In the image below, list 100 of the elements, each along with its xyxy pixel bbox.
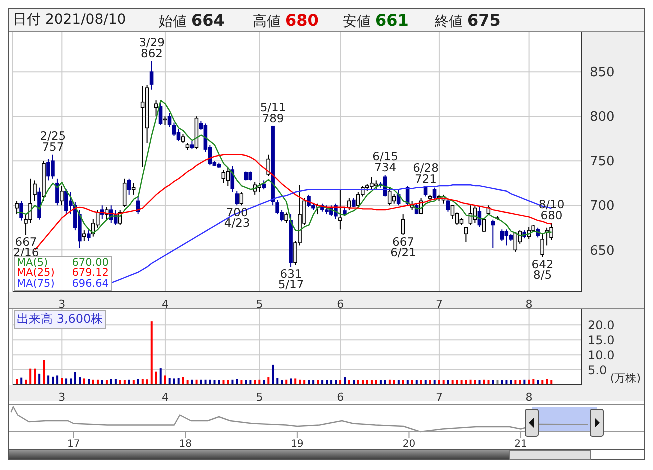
text: 日付 2021/08/10: [13, 12, 126, 28]
x-tick-label: 17: [67, 439, 80, 450]
text: MA(75): [17, 278, 55, 290]
candlestick: [388, 187, 392, 206]
bar: [272, 364, 274, 385]
annotation: 8/10 680: [538, 197, 565, 222]
chart-title: 出来高 3,600株: [14, 310, 106, 329]
text: 終値 675: [435, 11, 501, 30]
candlestick: [500, 229, 504, 242]
x-tick-label: 6: [337, 390, 344, 404]
bar: [268, 378, 270, 385]
candlestick: [392, 194, 396, 204]
x-tick-label: 7: [436, 298, 443, 311]
x-tick-label: 20: [402, 439, 416, 450]
x-tick-label: 19: [291, 439, 304, 450]
bar: [182, 377, 184, 385]
annotation: 667 6/21: [390, 235, 416, 260]
candlestick: [82, 230, 86, 242]
annotation: 6/28 721: [413, 160, 439, 186]
x-tick-label: 4: [162, 390, 169, 404]
y-tick-label: 800: [590, 110, 615, 126]
x-tick-label: 18: [179, 439, 192, 450]
bar: [178, 378, 180, 385]
annotation: 631 5/17: [278, 267, 304, 292]
candlestick: [266, 154, 270, 177]
candlestick: [482, 218, 486, 233]
candlestick: [122, 178, 127, 208]
bar: [79, 378, 82, 385]
text: 高値 680: [253, 11, 319, 30]
x-tick-label: 4: [162, 298, 169, 311]
y-tick-label: 10.0: [588, 348, 615, 362]
y-tick-label: 850: [590, 66, 615, 81]
bar: [168, 378, 171, 385]
bar: [84, 378, 86, 385]
candlestick: [446, 200, 450, 212]
bar: [38, 374, 41, 385]
bar: [294, 378, 297, 385]
x-tick-label: 7: [436, 390, 443, 404]
bar: [48, 376, 50, 385]
bar: [276, 378, 279, 385]
annotation: 696.64: [72, 278, 109, 290]
annotation: 6/15 734: [372, 149, 398, 174]
text: MA(25): [17, 267, 55, 279]
candlestick: [60, 186, 64, 206]
bar: [150, 322, 153, 385]
bar: [88, 379, 90, 385]
y-tick-label: 650: [590, 244, 615, 259]
annotation: 5/11 789: [260, 100, 286, 126]
bar: [74, 372, 77, 385]
x-tick-label: 3: [58, 298, 66, 311]
candlestick: [226, 168, 230, 187]
candlestick: [235, 190, 240, 206]
candlestick: [154, 100, 158, 118]
x-tick-label: 21: [514, 439, 528, 450]
candlestick: [176, 128, 181, 142]
bar: [56, 376, 59, 385]
bar: [20, 378, 23, 385]
y-tick-label: 750: [590, 154, 615, 170]
annotation: 670.00: [72, 256, 109, 268]
annotation: 642 8/5: [532, 257, 554, 282]
y-tick-label: 5.0: [588, 363, 608, 378]
x-tick-label: 8: [526, 390, 533, 404]
candlestick: [348, 198, 352, 211]
bar: [34, 368, 36, 385]
candlestick: [87, 230, 91, 242]
bar: [52, 376, 54, 385]
candlestick: [222, 170, 226, 184]
x-tick-label: 5: [256, 390, 264, 404]
candlestick: [432, 187, 437, 201]
bar: [160, 368, 162, 385]
candlestick: [127, 178, 132, 196]
annotation: 679.12: [72, 267, 109, 279]
bar: [43, 360, 46, 385]
candlestick: [230, 166, 235, 193]
bar: [146, 380, 148, 385]
candlestick: [20, 200, 24, 222]
candlestick: [150, 60, 154, 90]
candlestick: [15, 200, 19, 216]
x-tick-label: 5: [256, 298, 264, 311]
candlestick: [338, 189, 342, 230]
bar: [142, 379, 144, 385]
candlestick: [284, 212, 288, 224]
x-tick-label: 3: [58, 390, 66, 404]
bar: [344, 378, 346, 385]
bar: [61, 378, 64, 385]
text: MA(5): [17, 256, 48, 268]
bar: [66, 378, 68, 385]
bar: [290, 378, 292, 385]
y-tick-label: 15.0: [588, 333, 615, 348]
candlestick: [172, 122, 176, 137]
bar: [30, 368, 32, 385]
x-tick-label: 8: [526, 298, 533, 311]
bar: [155, 372, 158, 385]
bar: [137, 379, 140, 385]
x-tick-label: 6: [337, 298, 344, 311]
candlestick: [140, 86, 145, 168]
bar: [173, 378, 176, 385]
candlestick: [540, 234, 544, 258]
y-tick-label: 20.0: [588, 318, 615, 332]
annotation: 2/25 757: [40, 128, 66, 154]
